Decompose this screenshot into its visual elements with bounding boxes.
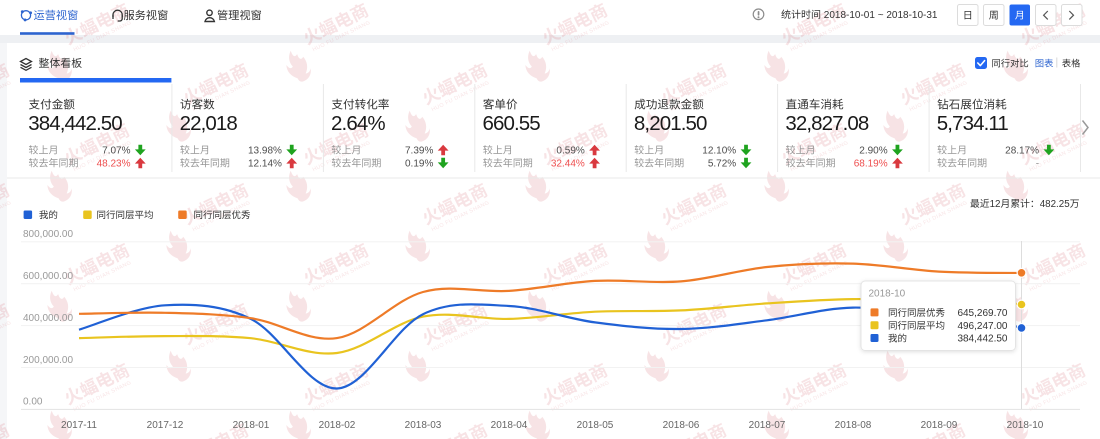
svg-text:13.98%: 13.98% — [248, 146, 282, 157]
svg-text:2018-03: 2018-03 — [405, 420, 442, 431]
svg-text:0.00: 0.00 — [23, 397, 43, 408]
svg-text:2018-05: 2018-05 — [577, 420, 614, 431]
svg-text:8,201.50: 8,201.50 — [634, 112, 707, 135]
svg-text:68.19%: 68.19% — [854, 159, 888, 170]
svg-text:2018-06: 2018-06 — [663, 420, 700, 431]
svg-text:-: - — [1036, 159, 1039, 170]
svg-text:496,247.00: 496,247.00 — [957, 321, 1007, 332]
svg-text:5.72%: 5.72% — [708, 159, 736, 170]
svg-text:32,827.08: 32,827.08 — [785, 112, 869, 135]
svg-text:2017-12: 2017-12 — [147, 420, 184, 431]
svg-text:28.17%: 28.17% — [1005, 146, 1039, 157]
svg-text:2018-09: 2018-09 — [921, 420, 958, 431]
svg-text:482.25: 482.25 — [1040, 199, 1071, 210]
svg-text:2018-08: 2018-08 — [835, 420, 872, 431]
svg-text:12.14%: 12.14% — [248, 159, 282, 170]
svg-text:645,269.70: 645,269.70 — [957, 308, 1007, 319]
svg-text:2018-07: 2018-07 — [749, 420, 786, 431]
svg-text:48.23%: 48.23% — [97, 159, 131, 170]
svg-text:384,442.50: 384,442.50 — [957, 334, 1007, 345]
svg-text:12.10%: 12.10% — [702, 146, 736, 157]
svg-text:2018-04: 2018-04 — [491, 420, 528, 431]
svg-text:2018-10-01 ~ 2018-10-31: 2018-10-01 ~ 2018-10-31 — [821, 10, 938, 21]
svg-text:5,734.11: 5,734.11 — [937, 112, 1009, 135]
svg-text:600,000.00: 600,000.00 — [23, 271, 73, 282]
svg-text:0.59%: 0.59% — [556, 146, 584, 157]
svg-text:384,442.50: 384,442.50 — [28, 112, 122, 135]
svg-text:2017-11: 2017-11 — [61, 420, 97, 431]
svg-text:7.07%: 7.07% — [102, 146, 130, 157]
svg-text:2018-10: 2018-10 — [869, 289, 906, 300]
svg-text:2018-02: 2018-02 — [319, 420, 356, 431]
svg-text:2.64%: 2.64% — [331, 112, 385, 135]
svg-text:2.90%: 2.90% — [859, 146, 887, 157]
svg-text:660.55: 660.55 — [482, 112, 540, 135]
svg-text:12: 12 — [990, 199, 1001, 210]
svg-text:32.44%: 32.44% — [551, 159, 585, 170]
svg-text:200,000.00: 200,000.00 — [23, 355, 73, 366]
svg-text:800,000.00: 800,000.00 — [23, 229, 73, 240]
svg-text:22,018: 22,018 — [180, 112, 238, 135]
svg-text:7.39%: 7.39% — [405, 146, 433, 157]
svg-text:0.19%: 0.19% — [405, 159, 433, 170]
svg-text:400,000.00: 400,000.00 — [23, 313, 73, 324]
svg-text:2018-01: 2018-01 — [233, 420, 270, 431]
svg-text:2018-10: 2018-10 — [1007, 420, 1044, 431]
